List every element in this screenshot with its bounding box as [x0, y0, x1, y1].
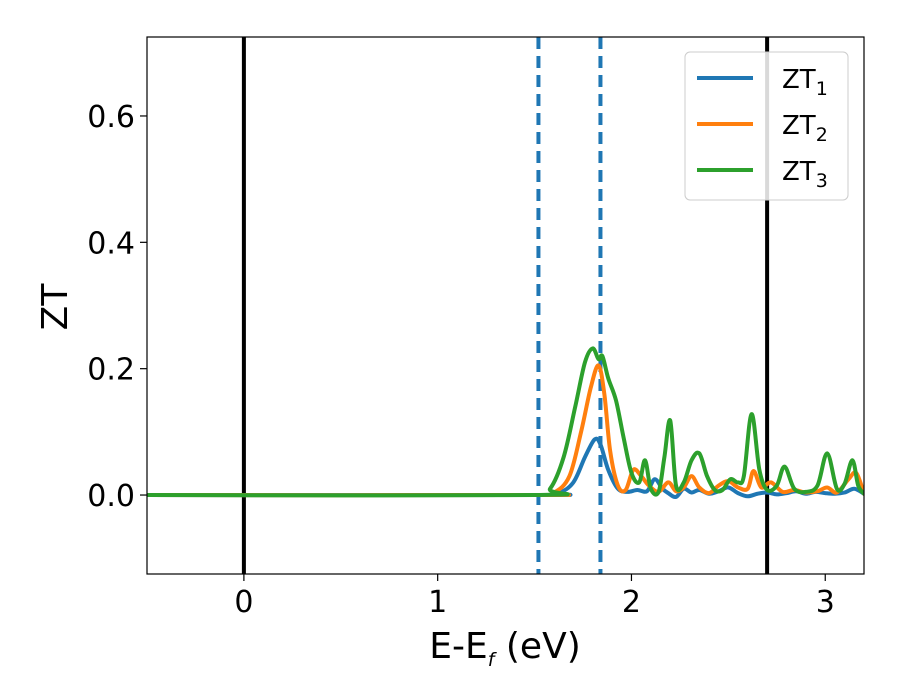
y-tick-label: 0.0	[87, 479, 135, 514]
x-axis-label-main: E-E	[429, 626, 487, 667]
x-tick-label: 0	[234, 585, 253, 620]
y-tick-label: 0.4	[87, 226, 135, 261]
plot-frame	[146, 36, 865, 575]
y-tick-label: 0.2	[87, 353, 135, 388]
legend-frame	[684, 51, 849, 201]
x-tick-label: 2	[622, 585, 641, 620]
y-axis-ticks: 0.0 0.2 0.4 0.6	[87, 100, 147, 514]
series-line-zt3	[147, 346, 864, 498]
y-tick-label: 0.6	[87, 100, 135, 135]
x-axis-label-subscript: f	[488, 649, 498, 671]
x-axis-label: E-Ef (eV)	[429, 626, 581, 671]
x-tick-label: 1	[428, 585, 447, 620]
legend-label-zt2: ZT2	[782, 111, 828, 146]
legend-label-zt3: ZT3	[782, 157, 828, 192]
legend-label-zt1: ZT1	[782, 65, 828, 100]
x-tick-label: 3	[816, 585, 835, 620]
series-layer	[147, 346, 864, 500]
x-axis-ticks: 0 1 2 3	[234, 574, 835, 620]
y-axis-label: ZT	[35, 283, 76, 331]
legend: ZT1 ZT2 ZT3	[684, 51, 849, 201]
x-axis-label-unit: (eV)	[494, 626, 580, 667]
